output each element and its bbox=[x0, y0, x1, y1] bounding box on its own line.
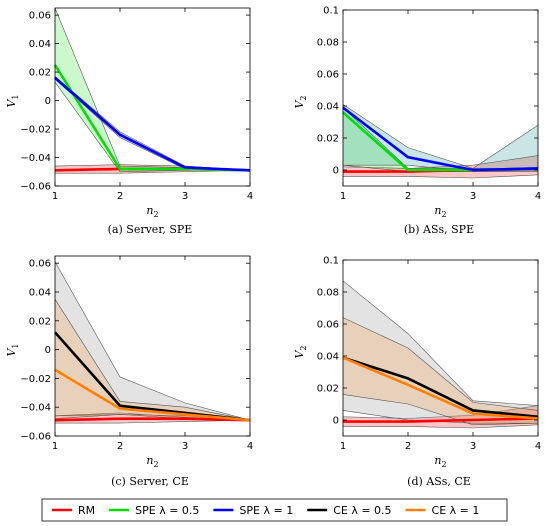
legend-label-5: CE λ = 1 bbox=[432, 504, 480, 517]
plot-frame bbox=[54, 7, 251, 187]
y-tick-label: −0.06 bbox=[20, 182, 51, 193]
legend-box bbox=[41, 498, 508, 522]
band-lower-edge bbox=[343, 164, 538, 172]
y-tick-label: 0 bbox=[333, 416, 339, 427]
x-tick-label: 2 bbox=[117, 441, 123, 452]
series-line-RM bbox=[54, 417, 251, 422]
panel-caption: (b) ASs, SPE bbox=[404, 223, 474, 236]
band-upper-edge bbox=[54, 261, 251, 421]
band-SPE-λ-=-0.5 bbox=[55, 8, 250, 172]
band-upper-edge bbox=[342, 155, 539, 169]
x-tick-label: 1 bbox=[52, 191, 58, 202]
series-line-CE-λ-=-0.5 bbox=[342, 356, 539, 419]
y-tick-label: 0.04 bbox=[317, 102, 339, 113]
y-tick-label: 0.02 bbox=[317, 384, 339, 395]
y-tick-label: 0.04 bbox=[317, 352, 339, 363]
y-tick-label: 0.1 bbox=[323, 6, 339, 17]
x-tick-label: 3 bbox=[182, 441, 188, 452]
series-line-CE-λ-=-1 bbox=[342, 356, 539, 420]
series-line-RM bbox=[343, 417, 539, 423]
x-tick-label: 4 bbox=[535, 191, 541, 202]
x-tick-label: 4 bbox=[247, 191, 253, 202]
series-line-SPE-λ-=-1 bbox=[342, 106, 539, 172]
x-tick-label: 2 bbox=[405, 191, 411, 202]
legend-entries: RM SPE λ = 0.5 SPE λ = 1 CE λ = 0.5 CE λ = 1 bbox=[52, 504, 479, 517]
band-upper-edge bbox=[54, 299, 251, 421]
legend-label-2: SPE λ = 0.5 bbox=[135, 504, 199, 517]
y-tick-label: 0 bbox=[333, 166, 339, 177]
band-upper-edge bbox=[342, 317, 539, 411]
y-tick-label: −0.06 bbox=[20, 432, 51, 443]
x-tick-label: 1 bbox=[340, 441, 346, 452]
y-tick-label: 0.06 bbox=[29, 259, 51, 270]
x-tick-label: 4 bbox=[535, 441, 541, 452]
y-tick-label: 0 bbox=[45, 345, 51, 356]
band-lower-edge bbox=[342, 394, 539, 426]
y-tick-label: 0.02 bbox=[317, 134, 339, 145]
x-tick-label: 3 bbox=[182, 191, 188, 202]
legend-label-3: SPE λ = 1 bbox=[239, 504, 293, 517]
legend-label-4: CE λ = 0.5 bbox=[333, 504, 391, 517]
x-tick-label: 4 bbox=[247, 441, 253, 452]
x-tick-label: 2 bbox=[405, 441, 411, 452]
band-CE-λ-=-0.5 bbox=[55, 261, 250, 421]
plot-frame bbox=[342, 9, 539, 187]
band-CE-λ-=-0.5 bbox=[343, 280, 538, 424]
y-tick-label: 0.08 bbox=[317, 38, 339, 49]
plot-frame bbox=[342, 259, 539, 437]
y-axis-label: V2 bbox=[293, 95, 308, 108]
x-tick-label: 1 bbox=[340, 191, 346, 202]
y-tick-label: −0.02 bbox=[20, 125, 51, 136]
series-line-SPE-λ-=-1 bbox=[54, 76, 251, 172]
y-tick-label: 0.08 bbox=[317, 288, 339, 299]
y-tick-label: 0.06 bbox=[29, 11, 51, 22]
y-axis-label: V2 bbox=[293, 345, 308, 358]
y-tick-label: 0.06 bbox=[317, 70, 339, 81]
panel-3: −0.06 −0.04 −0.02 0 0.02 0.04 0.06 1 2 3 4 (c) Serv… bbox=[20, 255, 253, 488]
legend-label-1: RM bbox=[78, 504, 95, 517]
band-CE-λ-=-1 bbox=[55, 299, 250, 421]
band-lower-edge bbox=[55, 419, 251, 424]
panel-caption: (a) Server, SPE bbox=[108, 223, 193, 236]
x-axis-label: n2 bbox=[146, 204, 158, 219]
x-axis-label: n2 bbox=[434, 454, 446, 469]
y-tick-label: 0.02 bbox=[29, 316, 51, 327]
x-tick-label: 3 bbox=[470, 441, 476, 452]
y-tick-label: −0.02 bbox=[20, 374, 51, 385]
series-line-CE-λ-=-1 bbox=[54, 368, 251, 422]
band-upper-edge bbox=[342, 405, 539, 419]
y-tick-label: 0 bbox=[45, 96, 51, 107]
x-tick-label: 1 bbox=[52, 441, 58, 452]
legend bbox=[41, 498, 508, 522]
y-tick-label: 0.06 bbox=[317, 320, 339, 331]
plot-frame bbox=[54, 255, 251, 437]
band-upper-edge bbox=[342, 104, 539, 169]
y-tick-label: −0.04 bbox=[20, 153, 51, 164]
band-lower-edge bbox=[343, 424, 539, 429]
y-tick-label: 0.04 bbox=[29, 288, 51, 299]
x-tick-label: 3 bbox=[470, 191, 476, 202]
y-tick-label: 0.02 bbox=[29, 68, 51, 79]
band-upper-edge bbox=[342, 280, 539, 406]
y-axis-label: V1 bbox=[5, 94, 20, 107]
panel-2: 0 0.02 0.04 0.06 0.08 0.1 1 2 3 4 (b) ASs, SPE bbox=[317, 6, 541, 237]
y-tick-label: 0.04 bbox=[29, 39, 51, 50]
panel-1: −0.06 −0.04 −0.02 0 0.02 0.04 0.06 1 2 3 4 (a) Serv… bbox=[20, 7, 253, 236]
y-tick-label: 0.1 bbox=[323, 256, 339, 267]
x-axis-label: n2 bbox=[434, 204, 446, 219]
panel-4: 0 0.02 0.04 0.06 0.08 0.1 1 2 3 4 (d) ASs, CE bbox=[317, 256, 541, 489]
band-CE-λ-=-1 bbox=[343, 317, 538, 425]
band-lower-edge bbox=[343, 174, 539, 179]
panel-caption: (c) Server, CE bbox=[111, 475, 189, 488]
x-axis-label: n2 bbox=[146, 454, 158, 469]
y-axis-label: V1 bbox=[5, 343, 20, 356]
band-lower-edge bbox=[55, 170, 251, 174]
y-tick-label: −0.04 bbox=[20, 403, 51, 414]
panel-caption: (d) ASs, CE bbox=[407, 475, 471, 488]
x-tick-label: 2 bbox=[117, 191, 123, 202]
